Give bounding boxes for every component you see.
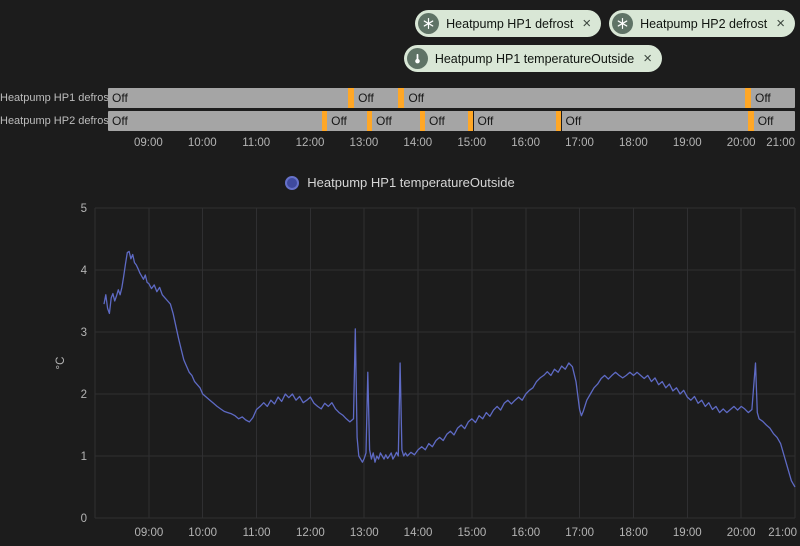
timeline-segment-on[interactable] [744,88,751,108]
filter-chip-label: Heatpump HP1 temperatureOutside [434,51,635,66]
y-axis-tick-label: 5 [81,203,87,215]
timeline-axis-label: 13:00 [349,137,379,149]
y-axis-tick-label: 1 [81,451,87,463]
remove-filter-icon[interactable]: × [776,15,785,32]
timeline-bar-hp1[interactable]: Off Off Off Off [108,88,795,108]
timeline-segment-on[interactable] [347,88,355,108]
timeline-segment-off[interactable]: Off [425,111,469,131]
snowflake-icon [612,13,634,34]
y-axis-tick-label: 4 [81,265,88,277]
y-axis-tick-label: 2 [81,389,87,401]
filter-chip-label: Heatpump HP2 defrost [640,16,768,31]
timeline-row-hp1: Heatpump HP1 defrost Off Off Off Off [0,88,795,108]
temperature-line [103,250,796,488]
timeline-state-label: Off [112,114,128,128]
x-axis-tick-label: 09:00 [134,527,163,539]
snowflake-icon [418,13,440,34]
x-axis-tick-label: 11:00 [243,527,271,539]
filter-chip-label: Heatpump HP1 defrost [446,16,574,31]
timeline-segment-off[interactable]: Off [753,111,795,131]
filter-chip-hp1-defrost[interactable]: Heatpump HP1 defrost × [415,10,602,37]
x-axis-tick-label: 14:00 [404,527,433,539]
timeline-state-label: Off [331,114,347,128]
timeline-axis-label: 11:00 [242,137,271,149]
timeline-segment-off[interactable]: Off [404,88,745,108]
timeline-axis-label: 15:00 [457,137,487,149]
timeline-x-axis: 09:00 10:00 11:00 12:00 13:00 14:00 15:00 16:00… [108,137,795,153]
timeline-row-label: Heatpump HP2 defrost [0,115,108,127]
timeline-state-label: Off [565,114,582,128]
x-axis-tick-label: 21:00 [768,527,797,539]
x-axis-tick-label: 13:00 [350,527,379,539]
timeline-state-label: Off [408,91,425,105]
timeline-bar-hp2[interactable]: Off Off Off Off Off Off Off [108,111,795,131]
x-axis-tick-label: 12:00 [296,527,325,539]
x-axis-tick-label: 18:00 [619,527,648,539]
timeline-axis-label: 21:00 [766,137,795,149]
x-axis-tick-label: 10:00 [188,527,217,539]
timeline-axis-label: 20:00 [726,137,756,149]
timeline-state-label: Off [754,91,771,105]
thermometer-icon [406,48,428,69]
timeline-segment-off[interactable]: Off [354,88,399,108]
timeline-state-label: Off [358,91,374,105]
timeline-row-hp2: Heatpump HP2 defrost Off Off Off Off Off Off O… [0,111,795,131]
y-axis-tick-label: 0 [81,513,87,525]
x-axis-tick-label: 19:00 [673,527,702,539]
timeline-axis-label: 12:00 [295,137,325,149]
timeline-segment-on[interactable] [419,111,425,131]
x-axis-tick-label: 16:00 [511,527,540,539]
timeline-segment-on[interactable] [366,111,372,131]
timeline-segment-off[interactable]: Off [108,111,322,131]
timeline-axis-label: 14:00 [403,137,433,149]
x-axis-tick-label: 17:00 [565,527,594,539]
chip-row-1: Heatpump HP1 defrost × Heatpump HP2 defr… [415,10,795,37]
timeline-state-label: Off [112,91,128,105]
temperature-chart[interactable]: 0 1 2 3 4 5 09:00 10:00 11:00 12:00 13:00 14:00 15:0… [0,198,800,544]
timeline-segment-off[interactable]: Off [561,111,749,131]
remove-filter-icon[interactable]: × [643,50,652,67]
series-color-dot [285,175,300,190]
state-timeline: Heatpump HP1 defrost Off Off Off Off Heatpu… [0,88,800,153]
timeline-segment-on[interactable] [321,111,328,131]
remove-filter-icon[interactable]: × [582,15,592,32]
timeline-axis-label: 09:00 [134,137,163,149]
timeline-axis-label: 18:00 [618,137,648,149]
timeline-axis-label: 16:00 [511,137,540,149]
timeline-state-label: Off [429,114,445,128]
filter-chip-hp1-temperature[interactable]: Heatpump HP1 temperatureOutside × [403,45,662,72]
y-axis-tick-label: 3 [81,327,87,339]
legend-series-label: Heatpump HP1 temperatureOutside [307,175,515,190]
timeline-row-label: Heatpump HP1 defrost [0,92,108,104]
timeline-segment-on[interactable] [398,88,405,108]
timeline-axis-label: 19:00 [672,137,702,149]
timeline-state-label: Off [757,114,774,128]
x-axis-tick-label: 20:00 [727,527,756,539]
timeline-segment-off[interactable]: Off [327,111,367,131]
x-axis-tick-label: 15:00 [458,527,487,539]
timeline-segment-off[interactable]: Off [108,88,348,108]
filter-chip-hp2-defrost[interactable]: Heatpump HP2 defrost × [609,10,795,37]
timeline-state-label: Off [477,114,494,128]
chip-row-2: Heatpump HP1 temperatureOutside × [403,45,662,72]
timeline-segment-on[interactable] [556,111,562,131]
entity-filter-chips: Heatpump HP1 defrost × Heatpump HP2 defr… [403,10,795,72]
timeline-axis-label: 10:00 [187,137,217,149]
timeline-segment-off[interactable]: Off [750,88,795,108]
timeline-axis-label: 17:00 [565,137,594,149]
timeline-segment-off[interactable]: Off [372,111,420,131]
timeline-state-label: Off [376,114,392,128]
y-axis-title: °C [55,357,67,370]
timeline-segment-on[interactable] [748,111,754,131]
timeline-segment-off[interactable]: Off [473,111,557,131]
timeline-segment-on[interactable] [468,111,474,131]
chart-legend[interactable]: Heatpump HP1 temperatureOutside [0,175,800,190]
